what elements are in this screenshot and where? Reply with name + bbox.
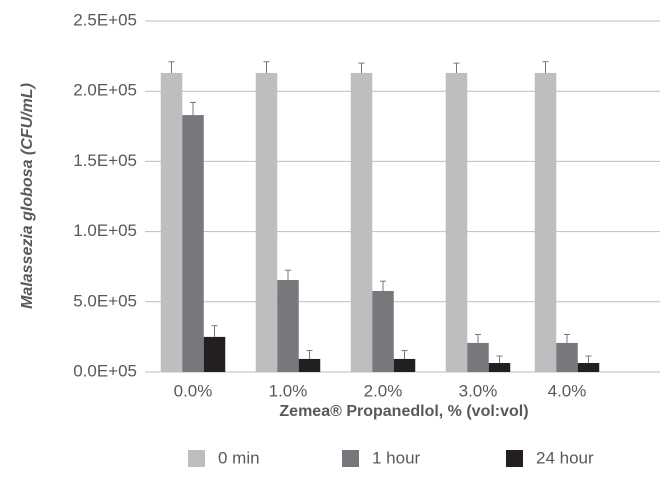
y-axis-title: Malassezia globosa (CFU/mL) xyxy=(19,83,36,309)
bar xyxy=(445,72,468,372)
y-tick-label: 2.0E+05 xyxy=(73,81,137,100)
bar xyxy=(534,72,557,372)
y-tick-label: 1.0E+05 xyxy=(73,221,137,240)
bar xyxy=(350,72,373,372)
legend-swatch xyxy=(342,450,359,467)
legend-swatch xyxy=(188,450,205,467)
y-tick-label: 5.0E+05 xyxy=(73,291,137,310)
bar xyxy=(467,342,489,372)
bar xyxy=(203,336,226,372)
bar xyxy=(393,358,416,372)
bar xyxy=(298,358,321,372)
x-tick-label: 1.0% xyxy=(269,381,308,400)
bar xyxy=(277,280,299,372)
x-tick-label: 2.0% xyxy=(364,381,403,400)
bar xyxy=(160,72,183,372)
bar xyxy=(577,363,600,372)
x-tick-label: 3.0% xyxy=(459,381,498,400)
y-tick-label: 1.5E+05 xyxy=(73,151,137,170)
y-tick-label: 0.0E+05 xyxy=(73,361,137,380)
legend-label: 1 hour xyxy=(372,448,421,467)
bar xyxy=(488,363,511,372)
x-axis-title: Zemea® Propanedlol, % (vol:vol) xyxy=(279,403,528,420)
y-tick-label: 2.5E+05 xyxy=(73,10,137,29)
legend-label: 0 min xyxy=(218,448,260,467)
bar xyxy=(372,290,394,372)
legend-swatch xyxy=(506,450,523,467)
legend-label: 24 hour xyxy=(536,448,594,467)
bar xyxy=(556,342,578,372)
x-tick-label: 0.0% xyxy=(174,381,213,400)
bar xyxy=(255,72,278,372)
bar xyxy=(182,115,204,373)
x-tick-label: 4.0% xyxy=(548,381,587,400)
